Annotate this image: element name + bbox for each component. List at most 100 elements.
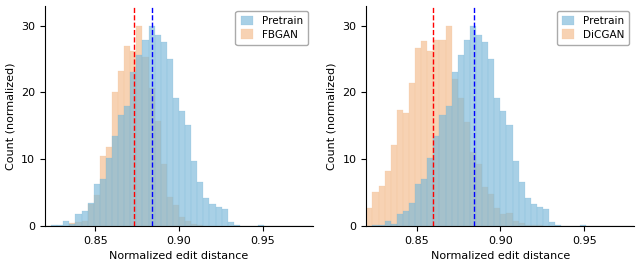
Bar bbox=[191, 224, 197, 226]
Bar bbox=[63, 222, 69, 226]
Bar bbox=[51, 225, 57, 226]
Bar bbox=[57, 225, 63, 226]
Bar bbox=[506, 214, 513, 226]
Bar bbox=[464, 40, 470, 226]
Bar bbox=[76, 222, 81, 226]
Bar bbox=[191, 161, 197, 226]
Bar bbox=[161, 42, 167, 226]
Bar bbox=[525, 225, 531, 226]
Bar bbox=[106, 158, 112, 226]
Bar bbox=[531, 203, 537, 226]
Bar bbox=[185, 125, 191, 226]
Bar bbox=[76, 214, 81, 226]
Bar bbox=[513, 161, 518, 226]
Bar bbox=[390, 224, 397, 226]
Bar bbox=[143, 57, 148, 226]
Bar bbox=[179, 217, 185, 226]
Bar bbox=[81, 221, 88, 226]
Bar bbox=[197, 182, 204, 226]
Bar bbox=[204, 198, 209, 226]
Bar bbox=[500, 111, 506, 226]
X-axis label: Normalized edit distance: Normalized edit distance bbox=[109, 252, 248, 261]
Y-axis label: Count (normalized): Count (normalized) bbox=[327, 62, 337, 170]
Bar bbox=[525, 198, 531, 226]
Bar bbox=[148, 26, 155, 226]
Legend: Pretrain, FBGAN: Pretrain, FBGAN bbox=[236, 11, 308, 45]
Bar bbox=[112, 136, 118, 226]
Bar bbox=[518, 223, 525, 226]
Bar bbox=[433, 40, 440, 226]
Bar bbox=[258, 225, 264, 226]
Bar bbox=[179, 111, 185, 226]
Y-axis label: Count (normalized): Count (normalized) bbox=[6, 62, 15, 170]
Bar bbox=[531, 225, 537, 226]
Bar bbox=[234, 225, 240, 226]
Bar bbox=[494, 98, 500, 226]
Legend: Pretrain, DiCGAN: Pretrain, DiCGAN bbox=[557, 11, 629, 45]
Bar bbox=[482, 42, 488, 226]
Bar bbox=[228, 222, 234, 226]
Bar bbox=[421, 179, 428, 226]
Bar bbox=[397, 110, 403, 226]
X-axis label: Normalized edit distance: Normalized edit distance bbox=[431, 252, 570, 261]
Bar bbox=[445, 26, 452, 226]
Bar bbox=[155, 35, 161, 226]
Bar bbox=[403, 211, 409, 226]
Bar bbox=[124, 46, 131, 226]
Bar bbox=[390, 144, 397, 226]
Bar bbox=[458, 55, 464, 226]
Bar bbox=[543, 209, 549, 226]
Bar bbox=[112, 92, 118, 226]
Bar bbox=[106, 147, 112, 226]
Bar bbox=[440, 115, 445, 226]
Bar bbox=[409, 84, 415, 226]
Bar bbox=[482, 187, 488, 226]
Bar bbox=[452, 72, 458, 226]
Bar bbox=[518, 182, 525, 226]
Bar bbox=[136, 55, 143, 226]
Bar bbox=[494, 208, 500, 226]
Bar bbox=[428, 51, 433, 226]
Bar bbox=[378, 186, 385, 226]
Bar bbox=[470, 152, 476, 226]
Bar bbox=[476, 164, 482, 226]
Bar bbox=[69, 224, 76, 226]
Bar bbox=[185, 221, 191, 226]
Bar bbox=[221, 209, 228, 226]
Bar bbox=[556, 225, 561, 226]
Bar bbox=[372, 225, 378, 226]
Bar bbox=[433, 136, 440, 226]
Bar bbox=[445, 106, 452, 226]
Bar bbox=[440, 40, 445, 226]
Bar bbox=[366, 208, 372, 226]
Bar bbox=[148, 88, 155, 226]
Bar bbox=[385, 171, 390, 226]
Bar bbox=[506, 125, 513, 226]
Bar bbox=[409, 203, 415, 226]
Bar bbox=[93, 184, 100, 226]
Bar bbox=[131, 72, 136, 226]
Bar bbox=[385, 222, 390, 226]
Bar bbox=[131, 51, 136, 226]
Bar bbox=[143, 40, 148, 226]
Bar bbox=[397, 214, 403, 226]
Bar bbox=[209, 203, 216, 226]
Bar bbox=[118, 115, 124, 226]
Bar bbox=[88, 203, 93, 226]
Bar bbox=[81, 211, 88, 226]
Bar bbox=[476, 35, 482, 226]
Bar bbox=[124, 106, 131, 226]
Bar bbox=[167, 59, 173, 226]
Bar bbox=[537, 207, 543, 226]
Bar bbox=[513, 221, 518, 226]
Bar bbox=[155, 121, 161, 226]
Bar bbox=[161, 164, 167, 226]
Bar bbox=[173, 205, 179, 226]
Bar bbox=[403, 113, 409, 226]
Bar bbox=[415, 184, 421, 226]
Bar bbox=[428, 158, 433, 226]
Bar bbox=[580, 225, 586, 226]
Bar bbox=[216, 207, 221, 226]
Bar bbox=[470, 26, 476, 226]
Bar bbox=[421, 41, 428, 226]
